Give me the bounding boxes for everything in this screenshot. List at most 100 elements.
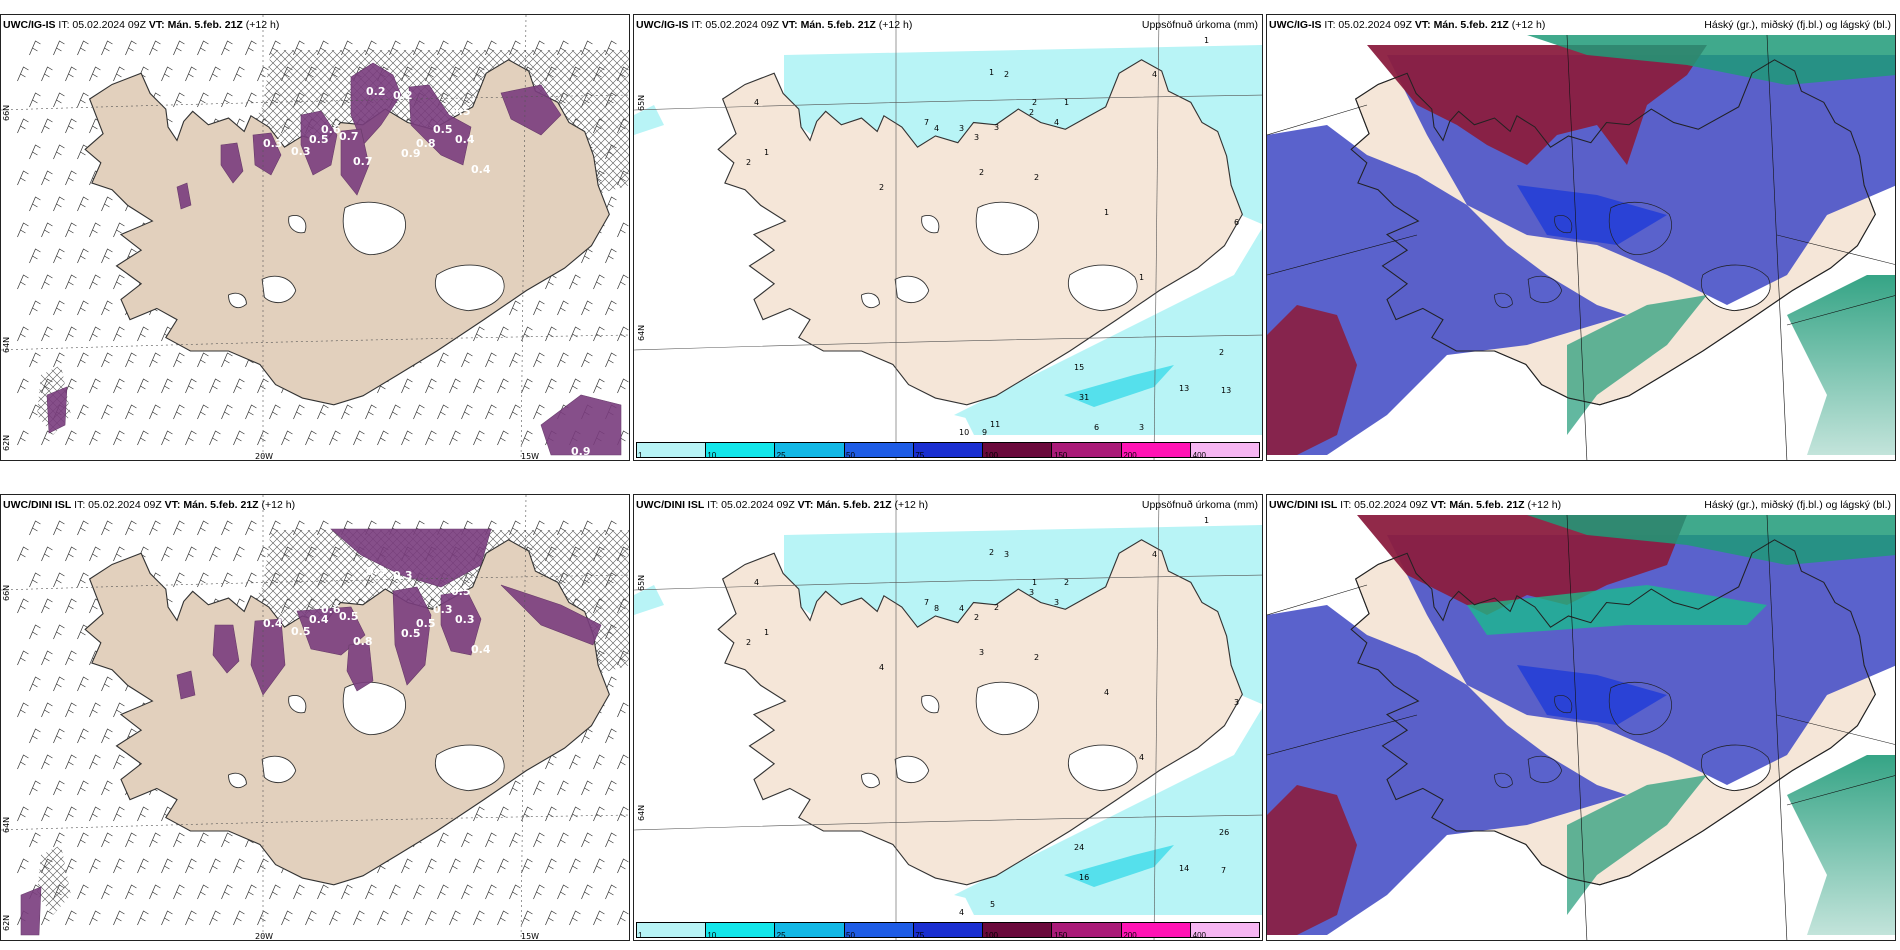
high-cloud-south <box>1567 775 1707 915</box>
wind-barb <box>401 910 413 926</box>
glacier-outline-2 <box>1527 756 1563 783</box>
wind-barb <box>113 910 125 926</box>
precip-streak-8 <box>46 386 68 434</box>
precip-amount-label: 11 <box>990 420 1000 429</box>
wind-barb <box>533 832 545 848</box>
precip-value-label: 0.3 <box>366 565 386 578</box>
precip-area-mid <box>1064 365 1174 407</box>
glacier-0 <box>975 201 1039 256</box>
precip-amount-label: 2 <box>994 603 999 612</box>
precip-amount-label: 7 <box>924 598 929 607</box>
wind-barb <box>65 118 77 134</box>
precip-amount-label: 4 <box>754 98 759 107</box>
wind-barb <box>149 884 161 900</box>
wind-barb <box>233 66 245 82</box>
wind-barb <box>17 806 29 822</box>
wind-barb <box>29 196 41 212</box>
wind-barb <box>401 378 413 394</box>
wind-barb <box>137 430 149 446</box>
colorbar-label: 1 <box>638 451 643 460</box>
precip-amount-label: 2 <box>1219 348 1224 357</box>
wind-barb <box>617 274 629 290</box>
wind-barb <box>629 41 630 55</box>
precip-value-label: 0.2 <box>393 89 413 102</box>
wind-barb <box>581 352 593 368</box>
glacier-outline-4 <box>1554 695 1573 714</box>
wind-barb <box>545 326 557 342</box>
wind-barb <box>101 676 113 692</box>
precip-area-mid <box>1064 845 1174 887</box>
lat-label: 64N <box>2 337 11 353</box>
wind-barb <box>401 430 413 446</box>
wind-barb <box>41 170 53 186</box>
wind-barb <box>41 274 53 290</box>
precip-amount-label: 4 <box>959 908 964 917</box>
wind-barb <box>197 832 209 848</box>
wind-barb <box>521 858 533 874</box>
wind-barb <box>125 40 137 56</box>
clouds-map-bottom <box>1267 514 1895 940</box>
precip-value-label: 0.2 <box>366 85 386 98</box>
iceland-land <box>84 59 610 406</box>
glacier-outline-2 <box>1527 276 1563 303</box>
wind-barb <box>629 573 630 587</box>
clouds-map-top <box>1267 34 1895 460</box>
wind-barb <box>617 702 629 718</box>
precip-streak-7 <box>500 584 602 646</box>
wind-barb <box>113 806 125 822</box>
glacier-1 <box>1067 744 1138 792</box>
wind-barb <box>605 676 617 692</box>
precip-streak-6 <box>346 642 374 692</box>
wind-barb <box>65 858 77 874</box>
lat-line-2 <box>634 814 1262 831</box>
wind-barb <box>497 806 509 822</box>
wind-barb <box>53 572 65 588</box>
wind-barb <box>557 352 569 368</box>
wind-barb <box>485 884 497 900</box>
wind-barb <box>341 884 353 900</box>
precip-amount-label: 4 <box>879 663 884 672</box>
wind-barb <box>161 858 173 874</box>
wind-barb <box>425 858 437 874</box>
wind-map-top: 0.2 0.20.50.60.7 0.40.50.90.80.30.50.30.70… <box>1 15 630 460</box>
snow-hatch-sw <box>37 845 71 915</box>
mid-cloud-southwest <box>1267 305 1357 455</box>
wind-barb <box>173 40 185 56</box>
wind-barb <box>137 910 149 926</box>
lon-label: 20W <box>255 932 273 941</box>
precip-amount-label: 8 <box>934 604 939 613</box>
coastline-outline <box>1350 539 1876 886</box>
precip-amount-label: 5 <box>990 900 995 909</box>
wind-barb <box>149 832 161 848</box>
wind-barb <box>101 728 113 744</box>
high-cloud-north <box>1527 515 1895 565</box>
lat-line-1 <box>634 574 1262 591</box>
colorbar-label: 75 <box>915 931 925 940</box>
lat-label: 64N <box>637 805 646 821</box>
wind-barb <box>473 326 485 342</box>
wind-barb <box>65 326 77 342</box>
wind-barb <box>89 858 101 874</box>
wind-barb <box>77 92 89 108</box>
wind-barb <box>113 754 125 770</box>
wind-barb <box>521 430 533 446</box>
precip-streak-5 <box>212 624 240 674</box>
wind-barb <box>161 546 173 562</box>
glacier-outline-3 <box>1494 772 1513 788</box>
wind-barb <box>77 300 89 316</box>
wind-barb <box>17 326 29 342</box>
colorbar-swatch <box>1121 443 1191 457</box>
wind-barb <box>281 910 293 926</box>
precip-area-west <box>634 585 664 615</box>
precip-streak-0 <box>330 528 492 588</box>
wind-barb <box>305 910 317 926</box>
wind-barb <box>533 404 545 420</box>
wind-barb <box>125 520 137 536</box>
precip-streaks <box>20 528 602 936</box>
precip-amount-label: 26 <box>1219 828 1229 837</box>
wind-barb <box>317 884 329 900</box>
wind-barb <box>17 598 29 614</box>
lat-line-2 <box>1 334 629 351</box>
wind-barb <box>101 40 113 56</box>
wind-barb <box>29 352 41 368</box>
